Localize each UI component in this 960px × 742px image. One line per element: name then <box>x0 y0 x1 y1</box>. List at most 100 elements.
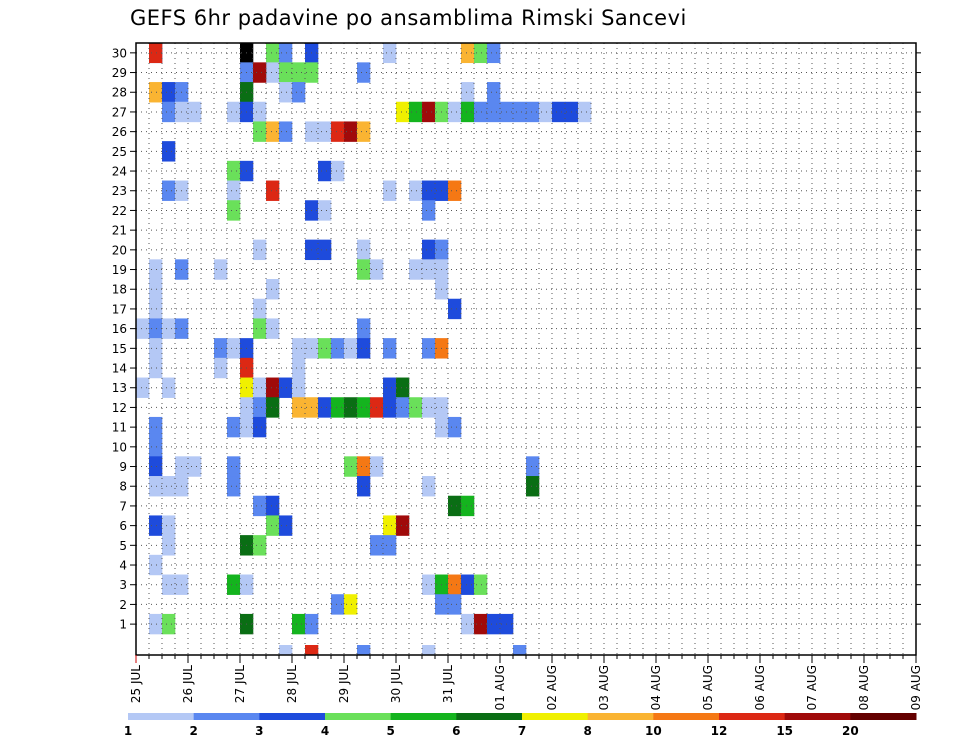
heatmap-cell <box>461 613 475 635</box>
colorbar-label: 2 <box>189 724 197 738</box>
heatmap-cell <box>253 298 267 320</box>
x-tick-label: 31 JUL <box>441 665 455 703</box>
heatmap-cell <box>162 101 176 123</box>
y-tick-label: 2 <box>119 598 127 612</box>
colorbar-segment <box>259 713 326 720</box>
x-tick-label: 05 AUG <box>701 665 715 710</box>
heatmap-cell <box>396 515 410 536</box>
y-tick-label: 15 <box>112 342 127 356</box>
colorbar-label: 4 <box>321 724 329 738</box>
heatmap-cell <box>149 456 163 477</box>
heatmap-cell <box>487 101 501 123</box>
heatmap-cell <box>448 574 462 595</box>
heatmap-cell <box>331 338 345 359</box>
x-tick-label: 01 AUG <box>493 665 507 710</box>
heatmap-cell <box>292 397 306 418</box>
y-tick-label: 19 <box>112 263 127 277</box>
heatmap-cell <box>253 377 267 398</box>
y-tick-label: 1 <box>119 618 127 632</box>
heatmap-cell <box>383 377 397 398</box>
heatmap-cell <box>266 180 280 201</box>
heatmap-cell <box>266 495 280 517</box>
colorbar-label: 6 <box>452 724 460 738</box>
y-tick-label: 27 <box>112 105 127 119</box>
heatmap-cell <box>162 574 176 595</box>
heatmap-cell <box>318 160 332 182</box>
heatmap-cell <box>474 101 488 123</box>
y-tick-label: 30 <box>112 46 127 60</box>
colorbar-label: 15 <box>776 724 793 738</box>
x-tick-label: 30 JUL <box>389 665 403 703</box>
heatmap-cell <box>487 82 501 103</box>
heatmap-cell <box>422 574 436 595</box>
heatmap-cell <box>266 377 280 398</box>
heatmap-cell <box>292 613 306 635</box>
y-tick-label: 20 <box>112 243 127 257</box>
heatmap-cell <box>253 416 267 438</box>
heatmap-cell <box>162 476 176 497</box>
heatmap-cell <box>409 259 423 280</box>
heatmap-cell <box>227 476 241 497</box>
heatmap-cell <box>318 121 332 142</box>
y-tick-label: 8 <box>119 480 127 494</box>
heatmap-cell <box>279 121 293 142</box>
heatmap-cell <box>253 101 267 123</box>
heatmap-cell <box>253 495 267 517</box>
y-tick-label: 11 <box>112 421 127 435</box>
heatmap-cell <box>396 377 410 398</box>
y-tick-label: 7 <box>119 499 127 513</box>
heatmap-cell <box>318 239 332 261</box>
heatmap-cell <box>227 160 241 182</box>
heatmap-cell <box>162 535 176 556</box>
heatmap-cell <box>162 180 176 201</box>
heatmap-cell <box>357 259 371 280</box>
heatmap-cell <box>227 200 241 221</box>
y-tick-label: 21 <box>112 224 127 238</box>
heatmap-cell <box>383 338 397 359</box>
y-tick-label: 22 <box>112 204 127 218</box>
heatmap-cell <box>448 101 462 123</box>
heatmap-cell <box>409 180 423 201</box>
heatmap-cell <box>253 121 267 142</box>
heatmap-cell <box>149 42 163 64</box>
heatmap-cell <box>422 338 436 359</box>
heatmap-cell <box>461 495 475 517</box>
heatmap-cell <box>357 338 371 359</box>
heatmap-cell <box>344 594 358 615</box>
y-tick-label: 23 <box>112 184 127 198</box>
y-tick-label: 17 <box>112 302 127 316</box>
heatmap-cell <box>461 82 475 103</box>
heatmap-cell <box>227 180 241 201</box>
heatmap-cell <box>331 397 345 418</box>
y-tick-label: 4 <box>119 559 127 573</box>
heatmap-cell <box>422 645 436 655</box>
y-tick-label: 6 <box>119 519 127 533</box>
heatmap-cell <box>266 515 280 536</box>
heatmap-cell <box>266 318 280 339</box>
colorbar-label: 5 <box>386 724 394 738</box>
colorbar-segment <box>390 713 457 720</box>
heatmap-cell <box>513 101 527 123</box>
x-tick-label: 08 AUG <box>857 665 871 710</box>
colorbar-segment <box>128 713 195 720</box>
heatmap-cell <box>526 101 540 123</box>
heatmap-cell <box>292 357 306 379</box>
x-tick-label: 06 AUG <box>753 665 767 710</box>
heatmap-cell <box>214 357 228 379</box>
heatmap-cell <box>461 574 475 595</box>
heatmap-cell <box>214 338 228 359</box>
colorbar-segment <box>653 713 720 720</box>
heatmap-cell <box>422 200 436 221</box>
colorbar-segment <box>193 713 260 720</box>
heatmap-cell <box>149 259 163 280</box>
heatmap-cell <box>149 436 163 458</box>
y-tick-label: 5 <box>119 539 127 553</box>
heatmap-cell <box>474 574 488 595</box>
heatmap-cell <box>227 456 241 477</box>
heatmap-cell <box>396 101 410 123</box>
heatmap-cell <box>136 377 150 398</box>
heatmap-cell <box>149 357 163 379</box>
x-tick-label: 07 AUG <box>805 665 819 710</box>
heatmap-cell <box>279 62 293 83</box>
heatmap-cell <box>188 456 202 477</box>
